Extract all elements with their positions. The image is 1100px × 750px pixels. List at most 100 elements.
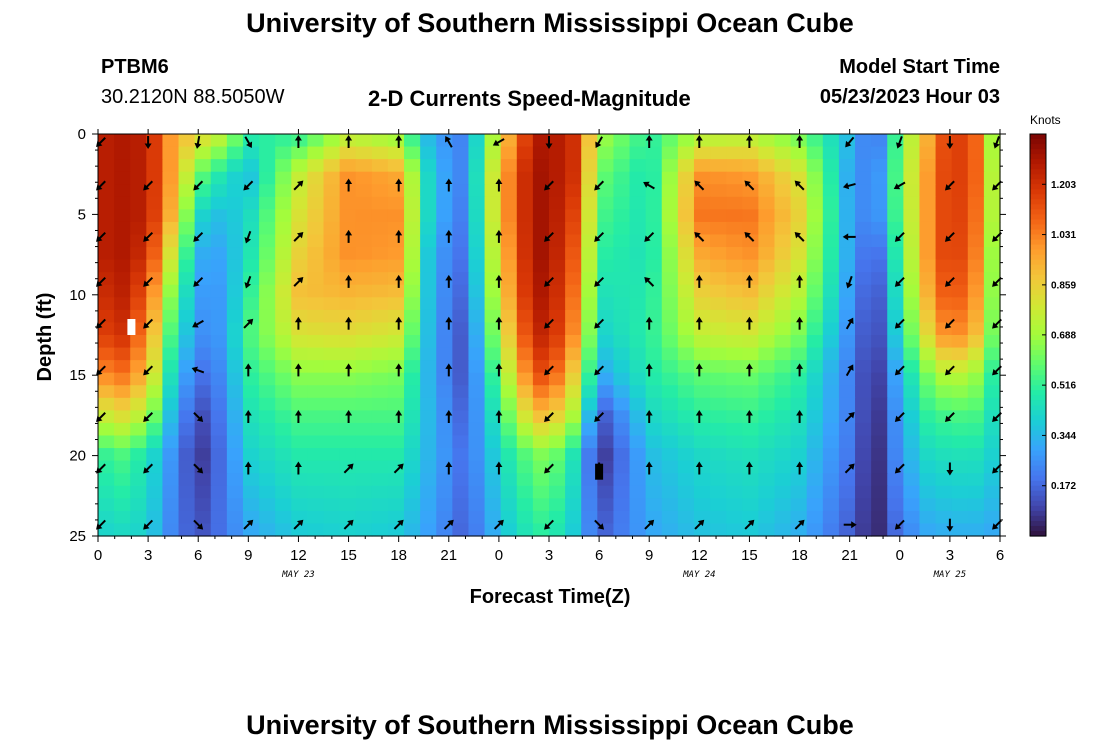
heatmap-cell	[500, 284, 518, 298]
heatmap-cell	[194, 309, 212, 324]
current-arrow	[845, 364, 854, 377]
heatmap-cell	[484, 335, 502, 349]
heatmap-cell	[855, 322, 872, 336]
heatmap-cell	[629, 322, 647, 336]
heatmap-cell	[291, 146, 308, 160]
heatmap-cell	[693, 221, 711, 236]
heatmap-cell	[822, 221, 840, 236]
heatmap-cell	[210, 171, 228, 185]
current-arrow	[143, 412, 154, 422]
heatmap-markers	[127, 319, 604, 480]
heatmap-cell	[323, 385, 341, 399]
heatmap-cell	[114, 523, 131, 537]
heatmap-cell	[275, 284, 292, 298]
heatmap-cell	[822, 171, 840, 185]
heatmap-cell	[806, 460, 824, 474]
current-arrow	[893, 181, 906, 190]
heatmap-cell	[661, 247, 679, 261]
heatmap-cell	[130, 134, 147, 148]
heatmap-cell	[742, 297, 759, 311]
heatmap-cell	[645, 184, 663, 198]
heatmap-cell	[677, 448, 695, 462]
heatmap-cell	[387, 335, 405, 349]
heatmap-cell	[114, 448, 131, 462]
heatmap-cell	[903, 422, 921, 437]
heatmap-cell	[371, 473, 389, 487]
colorbar-segment	[1030, 164, 1046, 170]
heatmap-cell	[629, 234, 647, 248]
heatmap-cell	[500, 410, 518, 424]
heatmap-cell	[194, 171, 212, 185]
heatmap-cell	[806, 184, 824, 198]
heatmap-cell	[339, 422, 357, 437]
heatmap-cell	[146, 498, 164, 512]
heatmap-cell	[532, 196, 550, 210]
colorbar-segment	[1030, 319, 1046, 326]
heatmap-cell	[742, 171, 759, 185]
heatmap-cell	[935, 385, 953, 399]
heatmap-cell	[613, 234, 631, 248]
heatmap-cell	[355, 309, 373, 324]
heatmap-cell	[371, 410, 389, 424]
heatmap-cell	[887, 284, 904, 298]
y-tick-label: 20	[69, 448, 86, 465]
heatmap-cell	[565, 159, 582, 173]
heatmap-cell	[226, 209, 244, 223]
heatmap-cell	[500, 196, 518, 210]
heatmap-cell	[710, 435, 727, 449]
heatmap-cell	[822, 284, 840, 298]
heatmap-cell	[516, 247, 534, 261]
heatmap-cell	[404, 146, 421, 160]
heatmap-cell	[565, 309, 582, 324]
heatmap-cell	[919, 284, 937, 298]
heatmap-cell	[275, 510, 292, 525]
heatmap-cell	[967, 171, 985, 185]
heatmap-cell	[291, 473, 308, 487]
heatmap-cell	[291, 309, 308, 324]
heatmap-cell	[710, 284, 727, 298]
heatmap-cell	[146, 247, 164, 261]
colorbar-segment	[1030, 264, 1046, 271]
heatmap-cell	[790, 309, 808, 324]
heatmap-cell	[146, 272, 164, 286]
heatmap-cell	[887, 146, 904, 160]
heatmap-cell	[420, 272, 437, 286]
heatmap-cell	[549, 196, 566, 210]
current-arrow	[194, 135, 202, 149]
heatmap-cell	[484, 473, 502, 487]
heatmap-cell	[452, 397, 470, 411]
heatmap-cell	[98, 196, 115, 210]
heatmap-cell	[742, 347, 759, 361]
heatmap-cell	[693, 510, 711, 525]
heatmap-cell	[629, 523, 647, 537]
heatmap-cell	[887, 247, 904, 261]
heatmap-cell	[210, 309, 228, 324]
current-arrow	[745, 274, 753, 288]
heatmap-cell	[516, 422, 534, 437]
heatmap-cell	[838, 196, 856, 210]
heatmap-cell	[871, 134, 888, 148]
heatmap-cell	[452, 448, 470, 462]
current-arrow	[545, 136, 553, 149]
heatmap-cell	[887, 184, 904, 198]
heatmap-cell	[226, 134, 244, 148]
heatmap-cell	[452, 272, 470, 286]
heatmap-cell	[903, 146, 921, 160]
heatmap-cell	[146, 473, 164, 487]
heatmap-cell	[468, 146, 486, 160]
heatmap-cell	[242, 209, 260, 223]
current-arrow	[544, 365, 554, 376]
heatmap-cell	[677, 523, 695, 537]
model-start-label: Model Start Time	[839, 56, 1000, 78]
colorbar-segment	[1030, 154, 1046, 160]
heatmap-cell	[339, 196, 357, 210]
current-arrow	[445, 410, 453, 423]
heatmap-cell	[291, 347, 308, 361]
heatmap-cell	[98, 221, 115, 236]
current-arrow	[495, 274, 503, 288]
heatmap-cell	[758, 309, 776, 324]
heatmap-cell	[194, 259, 212, 273]
heatmap-cell	[130, 184, 147, 198]
heatmap-cell	[532, 397, 550, 411]
heatmap-cell	[693, 159, 711, 173]
